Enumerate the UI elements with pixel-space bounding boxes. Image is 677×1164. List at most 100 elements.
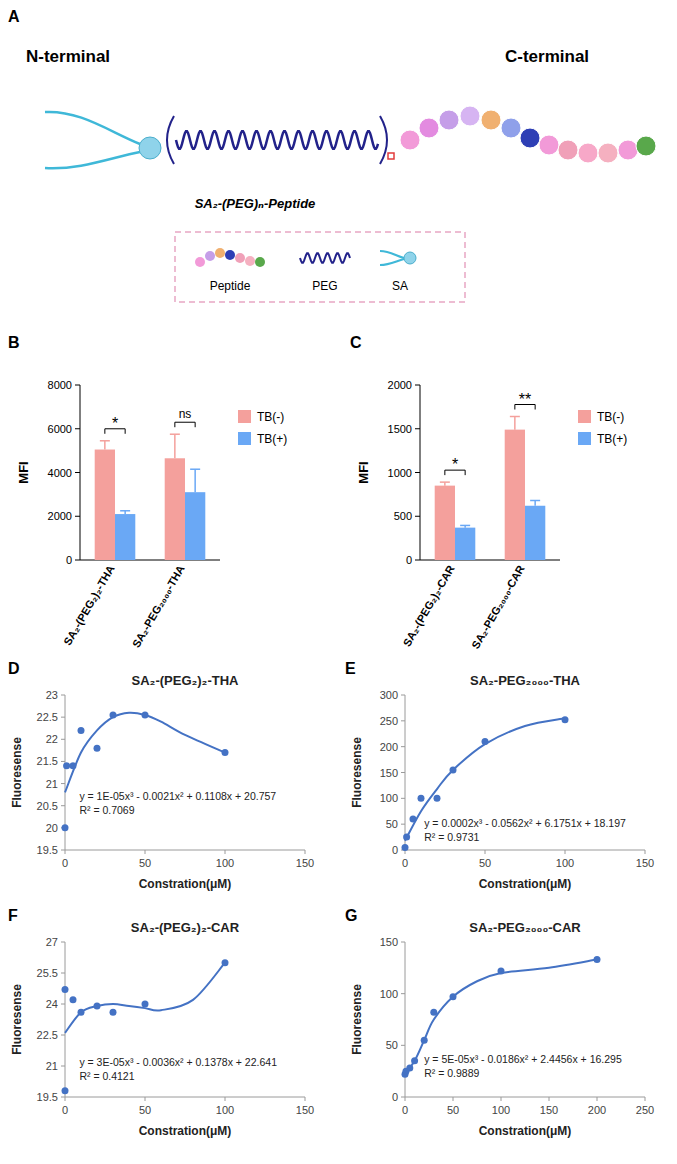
marks (402, 716, 569, 851)
significance-label: * (452, 456, 458, 473)
y-tick (401, 942, 405, 943)
x-tick-label: 50 (447, 1104, 459, 1116)
y-tick-label: 300 (380, 689, 398, 701)
scatter-chart: DSA₂-(PEG₂)₂-THA19.52020.52121.52222.523… (8, 660, 314, 891)
x-tick (65, 850, 66, 854)
peptide-bead (460, 106, 480, 126)
y-tick-label: 27 (46, 936, 58, 948)
y-tick-label: 19.5 (37, 844, 58, 856)
y-tick-label: 0 (406, 554, 412, 566)
y-tick-label: 23 (46, 689, 58, 701)
error-bar (100, 441, 110, 450)
legend-label: TB(+) (257, 432, 287, 446)
legend-swatch (238, 432, 251, 445)
y-tick-label: 22.5 (37, 711, 58, 723)
y-tick (61, 717, 65, 718)
x-tick-label: 100 (216, 857, 234, 869)
y-tick-label: 21 (46, 1060, 58, 1072)
data-point (402, 844, 409, 851)
y-tick-label: 21.5 (37, 755, 58, 767)
scatter-chart: GSA₂-PEG₂₀₀₀-CAR050100150050100150200250… (345, 907, 654, 1138)
key-label: PEG (312, 279, 337, 293)
bar (435, 486, 455, 560)
y-tick (415, 560, 420, 561)
category-label: SA₂-PEG₂₀₀₀-THA (130, 563, 187, 650)
key-sa-tail (380, 251, 404, 258)
y-tick (401, 1045, 405, 1046)
data-point (62, 824, 69, 831)
c-terminal-label: C-terminal (505, 47, 589, 66)
bracket (380, 116, 387, 164)
y-tick-label: 50 (386, 1039, 398, 1051)
legend-swatch (578, 432, 591, 445)
y-tick (61, 850, 65, 851)
equation-label: y = 1E-05x³ - 0.0021x² + 0.1108x + 20.75… (79, 790, 276, 802)
x-axis (405, 1097, 645, 1098)
x-tick (485, 850, 486, 854)
sa-tail (45, 112, 140, 144)
y-tick (401, 746, 405, 747)
error-bar (440, 482, 450, 486)
legend-swatch (238, 410, 251, 423)
bar (455, 528, 475, 560)
peptide-bead (558, 140, 578, 160)
error-cap (530, 500, 540, 502)
key-bead (195, 257, 205, 267)
chart-title: SA₂-PEG₂₀₀₀-THA (470, 673, 581, 688)
x-axis-title: Constration(μM) (479, 877, 572, 891)
x-tick (305, 1097, 306, 1101)
x-tick-label: 150 (636, 857, 654, 869)
data-point (562, 716, 569, 723)
y-tick (61, 739, 65, 740)
y-axis-title: Fluoresense (10, 737, 24, 808)
y-tick (75, 472, 80, 473)
x-tick-label: 50 (479, 857, 491, 869)
data-point (94, 745, 101, 752)
y-tick (61, 761, 65, 762)
x-tick-label: 250 (636, 1104, 654, 1116)
n-terminal-label: N-terminal (26, 47, 110, 66)
equation-label: y = 0.0002x³ - 0.0562x² + 6.1751x + 18.1… (424, 817, 626, 829)
error-bar (530, 501, 540, 506)
peptide-bead (501, 118, 521, 138)
error-cap (100, 440, 110, 442)
legend-label: TB(-) (257, 410, 284, 424)
x-tick-label: 50 (139, 857, 151, 869)
error-whisker (534, 501, 536, 506)
peg-chain (176, 131, 378, 149)
y-tick (415, 385, 420, 386)
data-point (62, 1087, 69, 1094)
peptide-bead (539, 135, 559, 155)
error-whisker (194, 469, 196, 492)
x-tick (597, 1097, 598, 1101)
panel-letter: G (345, 907, 357, 924)
error-bar (170, 434, 180, 458)
error-bar (460, 525, 470, 527)
y-tick (75, 385, 80, 386)
x-tick-label: 100 (492, 1104, 510, 1116)
x-tick (549, 1097, 550, 1101)
y-tick-label: 50 (386, 818, 398, 830)
x-tick-label: 100 (556, 857, 574, 869)
x-tick (405, 1097, 406, 1101)
peptide-bead (598, 143, 618, 163)
x-tick-label: 150 (296, 1104, 314, 1116)
equation-label: R² = 0.9889 (424, 1067, 479, 1079)
y-tick-label: 21 (46, 778, 58, 790)
scatter-chart: FSA₂-(PEG₂)₂-CAR19.52122.52425.527050100… (8, 907, 314, 1138)
y-tick (61, 805, 65, 806)
equation-label: R² = 0.9731 (424, 831, 479, 843)
panel-letter: D (8, 660, 20, 677)
error-whisker (174, 434, 176, 458)
x-tick (225, 850, 226, 854)
error-whisker (514, 417, 516, 430)
equation-label: R² = 0.4121 (79, 1070, 134, 1082)
significance-label: ns (179, 407, 192, 421)
key-label: SA (392, 279, 408, 293)
data-point (78, 727, 85, 734)
y-tick (415, 428, 420, 429)
y-tick (401, 824, 405, 825)
y-tick-label: 500 (394, 510, 412, 522)
significance-bracket (175, 422, 195, 427)
equation-label: y = 5E-05x³ - 0.0186x² + 2.4456x + 16.29… (424, 1053, 622, 1065)
